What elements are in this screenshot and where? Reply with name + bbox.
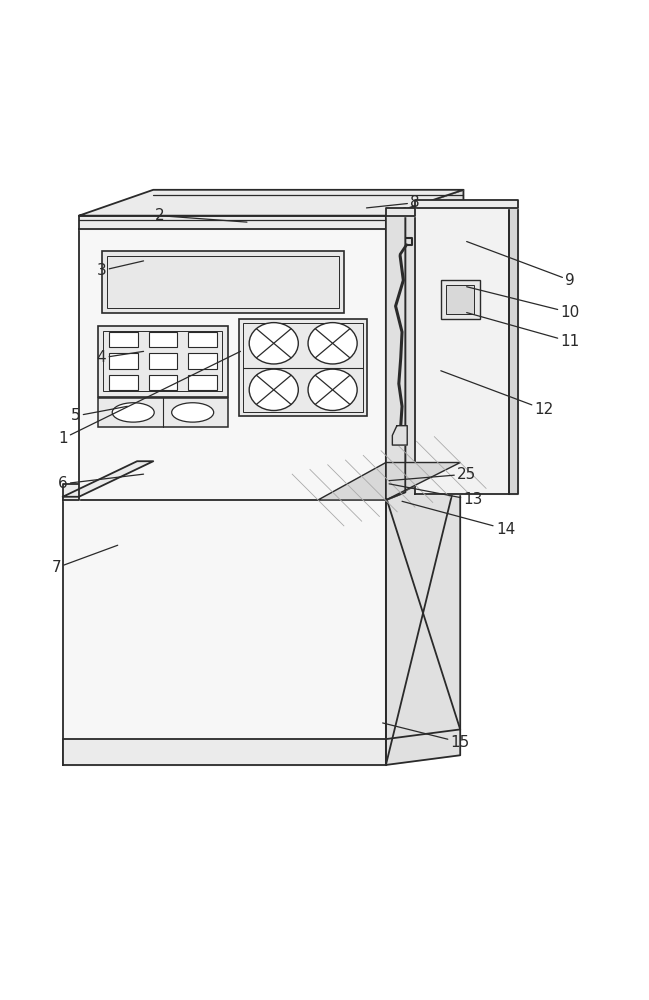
Bar <box>446 285 474 314</box>
Ellipse shape <box>112 403 154 422</box>
Text: 12: 12 <box>441 371 554 417</box>
Polygon shape <box>63 484 79 500</box>
Polygon shape <box>386 208 405 500</box>
Polygon shape <box>386 208 405 500</box>
Bar <box>243 323 363 412</box>
Polygon shape <box>393 426 407 445</box>
Polygon shape <box>79 216 386 229</box>
Text: 9: 9 <box>467 242 575 288</box>
Text: 10: 10 <box>467 287 580 320</box>
Polygon shape <box>63 739 386 765</box>
Text: 25: 25 <box>389 467 476 482</box>
Polygon shape <box>79 229 386 500</box>
Bar <box>109 375 138 390</box>
Bar <box>101 251 344 313</box>
Bar <box>441 280 480 319</box>
Polygon shape <box>415 200 519 208</box>
Text: 6: 6 <box>58 474 143 491</box>
Ellipse shape <box>308 369 357 410</box>
Bar <box>149 353 177 369</box>
Bar <box>239 319 367 416</box>
Polygon shape <box>386 208 415 216</box>
Bar <box>188 375 217 390</box>
Bar <box>188 353 217 369</box>
Text: 5: 5 <box>71 406 127 423</box>
Text: 8: 8 <box>367 195 420 210</box>
Bar <box>109 353 138 369</box>
Polygon shape <box>386 190 463 500</box>
Bar <box>109 332 138 347</box>
Text: 7: 7 <box>51 545 117 575</box>
Bar <box>98 398 228 427</box>
Text: 13: 13 <box>389 484 483 508</box>
Text: 1: 1 <box>58 351 241 446</box>
Polygon shape <box>63 461 153 497</box>
Bar <box>188 332 217 347</box>
Text: 4: 4 <box>97 350 143 365</box>
Bar <box>103 331 223 391</box>
Polygon shape <box>386 461 460 765</box>
Ellipse shape <box>249 323 299 364</box>
Ellipse shape <box>172 403 214 422</box>
Text: 3: 3 <box>97 261 143 278</box>
Text: 14: 14 <box>402 501 515 537</box>
Ellipse shape <box>308 323 357 364</box>
Polygon shape <box>509 208 519 494</box>
Bar <box>149 375 177 390</box>
Text: 2: 2 <box>155 208 247 223</box>
Text: 15: 15 <box>383 723 470 750</box>
Bar <box>106 256 339 308</box>
Bar <box>149 332 177 347</box>
Polygon shape <box>386 729 460 765</box>
Polygon shape <box>318 463 460 500</box>
Bar <box>98 326 228 397</box>
Polygon shape <box>415 208 509 494</box>
Polygon shape <box>63 497 386 765</box>
Ellipse shape <box>249 369 299 410</box>
Text: 11: 11 <box>467 313 580 349</box>
Polygon shape <box>79 190 463 216</box>
Polygon shape <box>63 461 460 497</box>
